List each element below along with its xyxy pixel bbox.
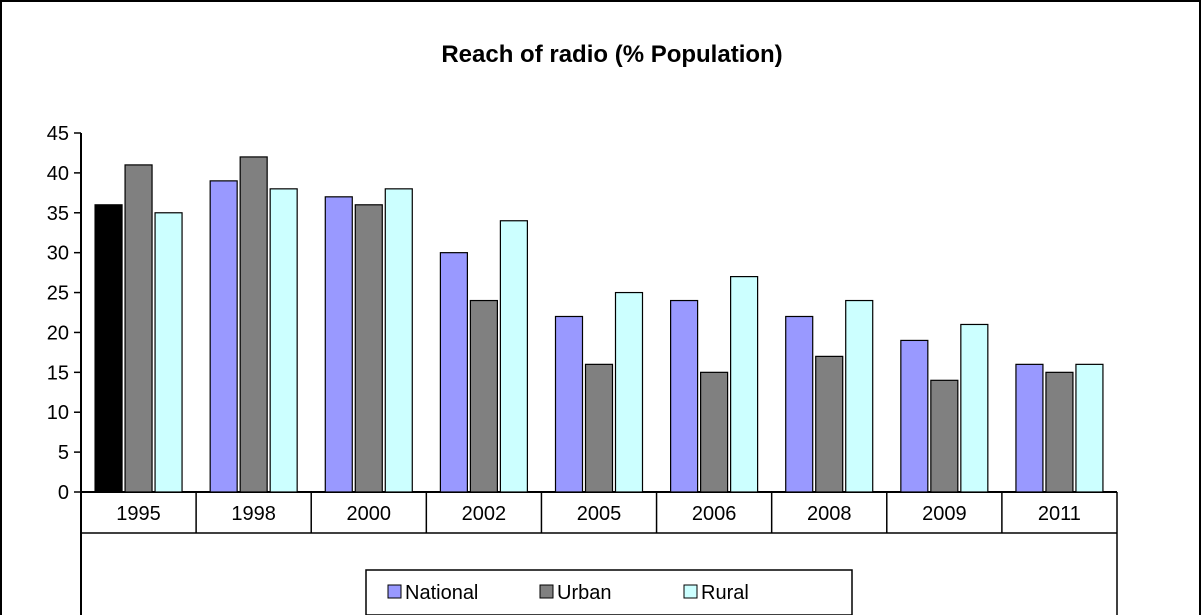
x-tick-label: 2009 [922,503,967,525]
bar-urban-2006 [700,371,729,493]
bar-urban-2005 [584,363,614,493]
y-tick-label: 30 [47,243,69,265]
y-tick-label: 40 [47,163,69,185]
legend-label-national: National [405,582,478,604]
bar-rural-1995 [154,212,183,493]
bar-rural-2002 [499,220,528,493]
bar-urban-1998 [239,156,268,493]
legend-box [365,569,853,615]
x-tick-label: 2000 [347,503,392,525]
bar-national-1998 [209,180,238,493]
legend-swatch-rural [683,584,698,599]
y-tick-label: 25 [47,283,69,305]
x-tick-label: 2002 [462,503,507,525]
bar-rural-2008 [845,299,874,493]
bar-national-2000 [324,196,353,493]
bar-rural-2005 [614,291,644,493]
legend-swatch-urban [539,584,554,599]
y-axis: 0 5 10 15 20 25 30 35 40 45 [47,123,82,615]
chart-title: Reach of radio (% Population) [441,41,782,68]
y-tick-label: 15 [47,362,69,384]
bar-national-1995 [94,204,123,493]
y-tick-label: 0 [58,482,69,504]
x-tick-label: 1995 [116,503,161,525]
bars [94,156,1104,493]
bar-rural-2000 [384,188,413,493]
bar-urban-2009 [930,379,959,493]
bar-urban-2000 [354,204,383,493]
bar-rural-2011 [1075,363,1104,493]
legend-label-rural: Rural [701,582,749,604]
bar-national-2011 [1015,363,1044,493]
legend-label-urban: Urban [557,582,611,604]
bar-urban-2008 [815,355,844,493]
x-tick-label: 2011 [1038,503,1081,525]
y-tick-label: 35 [47,203,69,225]
bar-national-2008 [785,315,814,493]
x-tick-label: 2008 [807,503,852,525]
bar-urban-2002 [469,299,498,493]
legend: National Urban Rural [365,569,853,615]
bar-national-2006 [670,299,699,493]
bar-national-2009 [900,339,929,493]
bar-rural-2006 [730,276,759,493]
bar-national-2002 [439,252,468,493]
x-tick-label: 2006 [692,503,737,525]
bar-rural-2009 [960,323,989,493]
y-tick-label: 10 [47,402,69,424]
y-tick-label: 5 [58,442,69,464]
legend-swatch-national [387,584,402,599]
x-tick-label: 2005 [577,503,622,525]
bar-urban-2011 [1045,371,1074,493]
y-tick-label: 20 [47,322,69,344]
x-tick-label: 1998 [231,503,276,525]
y-tick-label: 45 [47,123,69,145]
bar-national-2005 [554,315,584,493]
bar-urban-1995 [124,164,153,493]
bar-rural-1998 [269,188,298,493]
